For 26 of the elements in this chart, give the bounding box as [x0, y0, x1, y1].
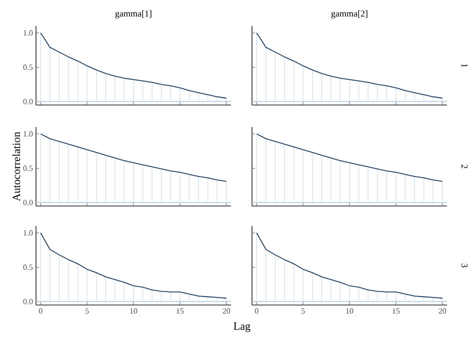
y2-axis-title: 1	[462, 64, 468, 68]
x-tick-label: 5	[302, 308, 305, 314]
x-tick-label: 20	[438, 308, 446, 314]
x-tick-label: 20	[222, 308, 230, 314]
chart-title: gamma[2]	[331, 10, 368, 18]
x-axis-title: Lag	[234, 322, 250, 332]
x-tick-label: 0	[254, 308, 258, 314]
y-tick-label: 0.5	[23, 264, 33, 270]
x-tick-label: 0	[38, 308, 42, 314]
y-tick-label: 0.0	[23, 98, 33, 104]
x-tick-label: 10	[346, 308, 354, 314]
y-axis-title: Autocorrelation	[12, 132, 20, 202]
x-tick-label: 15	[392, 308, 400, 314]
y-tick-label: 0.0	[23, 200, 33, 206]
y-tick-label: 1.0	[24, 131, 33, 137]
y2-axis-title: 3	[462, 264, 468, 268]
y-tick-label: 0.5	[23, 166, 33, 171]
chart-title: gamma[1]	[115, 10, 152, 18]
y-tick-label: 0.5	[23, 64, 33, 70]
x-tick-label: 5	[86, 308, 89, 314]
y-tick-label: 0.0	[23, 298, 33, 304]
y-tick-label: 1.0	[24, 30, 33, 36]
y2-axis-title: 2	[462, 164, 468, 168]
x-tick-label: 15	[176, 308, 184, 314]
x-tick-label: 10	[130, 308, 138, 314]
y-tick-label: 1.0	[24, 230, 33, 236]
